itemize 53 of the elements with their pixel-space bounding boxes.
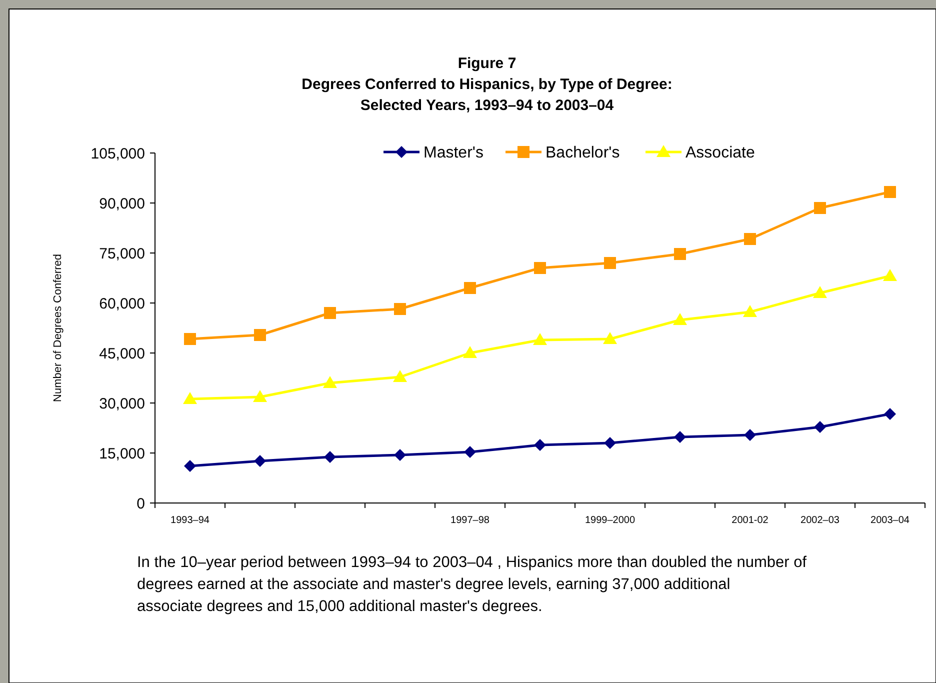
y-tick-label: 75,000 [99,245,145,262]
point [324,307,336,319]
point [323,376,337,388]
point [673,313,687,325]
point [744,233,756,245]
y-tick-label: 15,000 [99,445,145,462]
point [743,305,757,317]
point [603,332,617,344]
y-tick-label: 60,000 [99,295,145,312]
y-tick-label: 30,000 [99,395,145,412]
y-tick-label: 45,000 [99,345,145,362]
point [884,408,896,420]
chart-title: Figure 7 Degrees Conferred to Hispanics, by Type of Degree: Selected Years, 1993–94 to 2003–04 [302,55,672,114]
point [394,449,406,461]
point [674,248,686,260]
legend-label: Associate [686,144,755,162]
point [184,333,196,345]
point [394,303,406,315]
y-tick-label: 0 [136,495,145,512]
point [464,446,476,458]
point [534,439,546,451]
x-tick-label: 2003–04 [870,515,910,526]
point [814,421,826,433]
x-tick-label: 1993–94 [170,515,210,526]
x-tick-label: 1997–98 [450,515,490,526]
y-axis-title: Number of Degrees Conferred [52,254,64,402]
point [604,437,616,449]
text: In the 10–year period between 1993–94 to 2003–04 , Hispanics more than doubled the number of degrees earned at the associate and master's degree levels, earning 37,000 additional associate degrees and 15,000 additional master's degrees. [137,554,808,615]
point [463,346,477,358]
point [744,429,756,441]
point [183,392,197,404]
point [324,451,336,463]
point [883,269,897,281]
y-tick-label: 105,000 [90,145,145,162]
point [604,257,616,269]
point [534,262,546,274]
point [813,286,827,298]
point [254,329,266,341]
point [674,431,686,443]
point [533,333,547,345]
y-tick-label: 90,000 [99,195,145,212]
point [254,455,266,467]
point [884,186,896,198]
point [184,460,196,472]
point [814,202,826,214]
legend-label: Master's [424,144,484,162]
point [393,370,407,382]
x-tick-label: 2001-02 [732,515,769,526]
legend-label: Bachelor's [546,144,620,162]
point [464,282,476,294]
point [253,390,267,402]
x-tick-label: 1999–2000 [584,515,636,526]
x-tick-label: 2002–03 [800,515,840,526]
